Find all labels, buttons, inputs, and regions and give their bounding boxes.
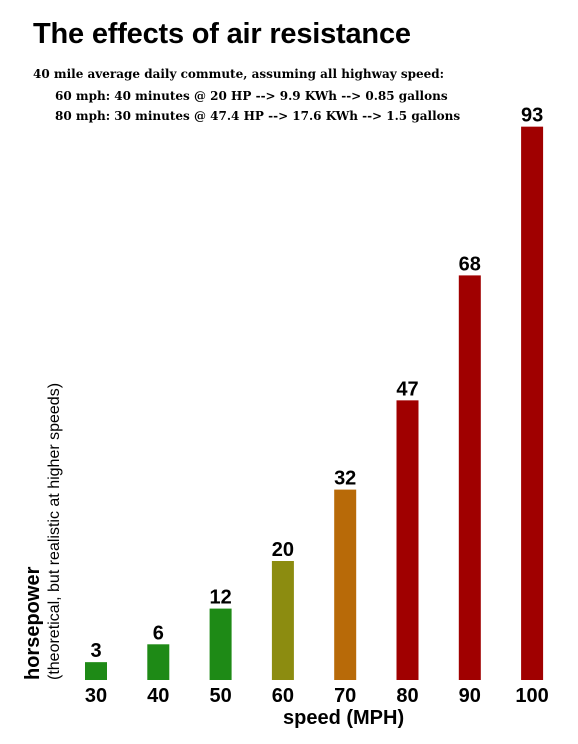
bar-value-label-100: 93 [521, 105, 543, 127]
x-tick-label-30: 30 [85, 685, 107, 707]
bar-60 [271, 561, 294, 680]
x-tick-label-60: 60 [272, 685, 294, 707]
x-tick-label-100: 100 [515, 685, 548, 707]
bar-value-label-80: 47 [396, 378, 418, 400]
bar-90 [458, 275, 481, 680]
x-axis-label: speed (MPH) [283, 707, 405, 729]
bar-30 [85, 662, 107, 680]
chart-title: The effects of air resistance [33, 18, 411, 50]
bar-70 [334, 489, 357, 680]
x-tick-label-50: 50 [209, 685, 231, 707]
commute-note-heading: 40 mile average daily commute, assuming … [33, 67, 445, 81]
bar-value-label-90: 68 [459, 253, 481, 275]
x-tick-label-40: 40 [147, 685, 169, 707]
bar-value-label-40: 6 [153, 622, 164, 644]
commute-note-60mph: 60 mph: 40 minutes @ 20 HP --> 9.9 KWh -… [55, 89, 448, 103]
bar-value-label-50: 12 [209, 587, 231, 609]
x-tick-label-90: 90 [459, 685, 481, 707]
bar-80 [396, 400, 419, 680]
bar-value-label-30: 3 [90, 640, 101, 662]
commute-note-80mph: 80 mph: 30 minutes @ 47.4 HP --> 17.6 KW… [55, 109, 461, 123]
bar-100 [521, 126, 544, 680]
bar-value-label-70: 32 [334, 468, 356, 490]
bar-50 [209, 608, 232, 680]
bar-40 [147, 644, 170, 680]
x-tick-label-70: 70 [334, 685, 356, 707]
x-tick-label-80: 80 [396, 685, 418, 707]
bar-value-label-60: 20 [272, 539, 294, 561]
